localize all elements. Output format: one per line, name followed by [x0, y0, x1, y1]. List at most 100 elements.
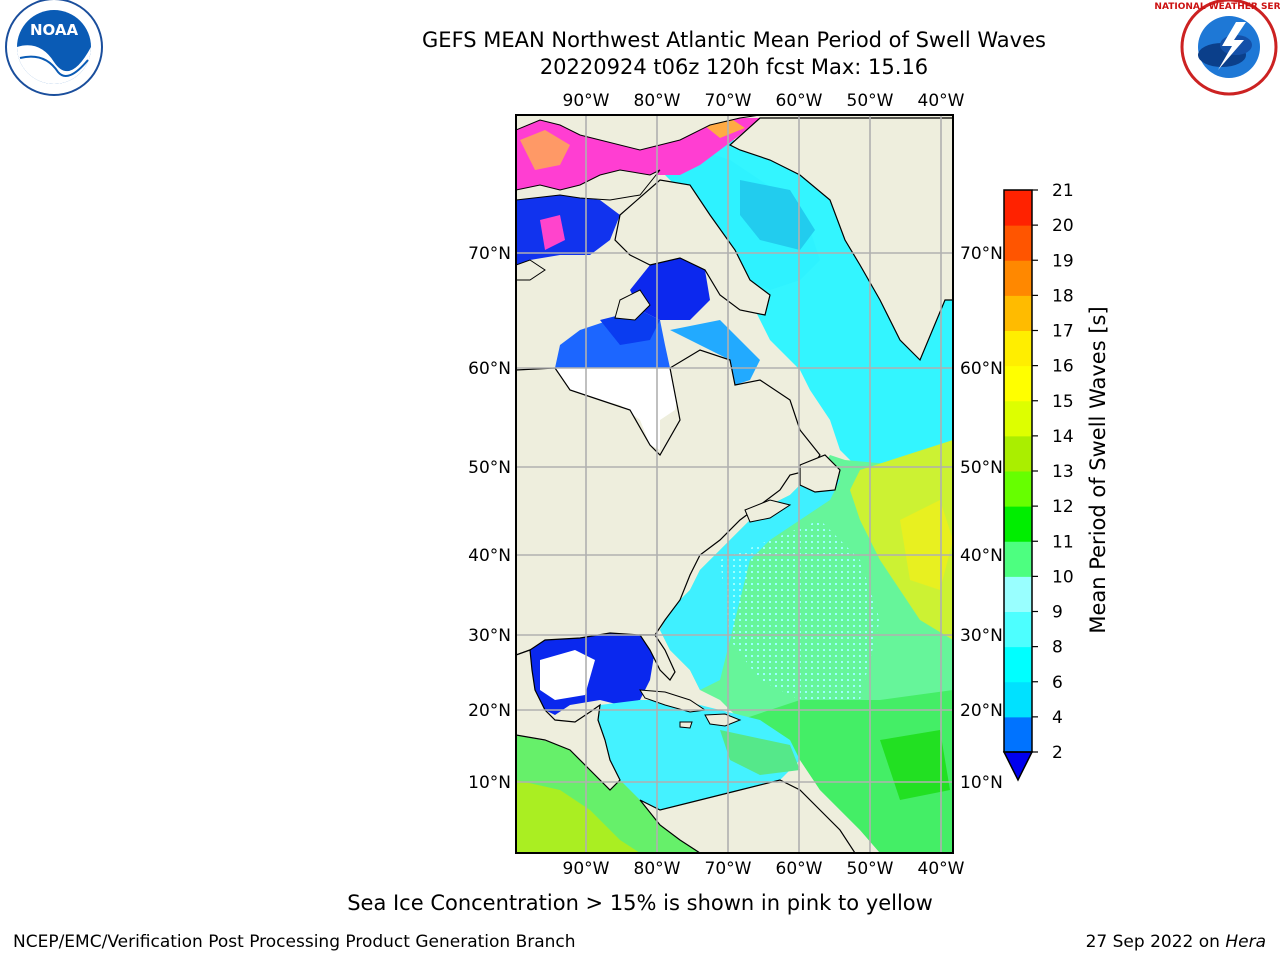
- colorbar-segment: [1004, 541, 1032, 577]
- noaa-logo-text: NOAA: [30, 21, 79, 39]
- ocean-east-high: [850, 440, 953, 640]
- lat-label-left: 70°N: [468, 244, 511, 264]
- lat-label-right: 70°N: [960, 244, 1003, 264]
- ocean-south: [740, 690, 953, 853]
- sea-ice-orange: [520, 130, 570, 170]
- land-southampton: [614, 289, 651, 321]
- colorbar-tick-label: 8: [1052, 638, 1063, 658]
- lon-label-bottom: 40°W: [918, 859, 965, 879]
- lat-label-right: 20°N: [960, 701, 1003, 721]
- lat-label-left: 20°N: [468, 701, 511, 721]
- ocean-east-peak: [900, 500, 953, 590]
- colorbar-segment: [1004, 365, 1032, 402]
- baffin-bay: [660, 150, 820, 290]
- colorbar-segment: [1004, 611, 1032, 648]
- nws-logo-text: NATIONAL WEATHER SERVICE: [1154, 2, 1280, 12]
- land-jamaica: [679, 721, 693, 729]
- colorbar-segment: [1004, 716, 1032, 753]
- arctic-channels: [516, 195, 620, 265]
- chart-subtitle: 20220924 t06z 120h fcst Max: 15.16: [539, 55, 929, 79]
- lat-label-right: 60°N: [960, 359, 1003, 379]
- land-central-america: [516, 649, 621, 791]
- colorbar-tick-label: 4: [1052, 708, 1063, 728]
- colorbar-segment: [1004, 681, 1032, 718]
- lat-label-left: 50°N: [468, 458, 511, 478]
- lon-label-top: 50°W: [847, 91, 894, 111]
- caribbean-east: [720, 730, 800, 775]
- colorbar-tick-label: 21: [1052, 181, 1074, 201]
- hudson-deep: [600, 310, 660, 345]
- colorbar-tick-label: 15: [1052, 392, 1074, 412]
- footer-host: Hera: [1225, 932, 1266, 952]
- colorbar-tick-label: 14: [1052, 427, 1074, 447]
- ocean-speckle: [720, 520, 880, 700]
- lon-label-bottom: 50°W: [847, 859, 894, 879]
- colorbar: 2 4 6 8 9 10 11 12 13 14 15 16 17 18 19 20 21: [1002, 181, 1074, 782]
- lon-label-bottom: 60°W: [776, 859, 823, 879]
- lon-label-bottom: 70°W: [705, 859, 752, 879]
- sea-ice: [516, 118, 760, 190]
- footer-credit: NCEP/EMC/Verification Post Processing Pr…: [13, 932, 576, 952]
- lat-labels-left: 70°N 60°N 50°N 40°N 30°N 20°N 10°N: [468, 244, 511, 793]
- colorbar-tick-label: 16: [1052, 357, 1074, 377]
- ocean-north: [610, 135, 953, 470]
- lon-label-top: 90°W: [563, 91, 610, 111]
- colorbar-tick-label: 9: [1052, 603, 1063, 623]
- colorbar-extend-triangle: [1002, 751, 1034, 782]
- lon-label-top: 70°W: [705, 91, 752, 111]
- lat-label-left: 10°N: [468, 773, 511, 793]
- colorbar-tick-label: 12: [1052, 497, 1074, 517]
- lat-labels-right: 70°N 60°N 50°N 40°N 30°N 20°N 10°N: [960, 244, 1003, 793]
- noaa-logo: NOAA: [5, 0, 103, 96]
- colorbar-segment: [1004, 471, 1032, 507]
- gulf-missing-data: [540, 650, 595, 700]
- colorbar-tick-label: 13: [1052, 462, 1074, 482]
- colorbar-tick-label: 6: [1052, 673, 1063, 693]
- map-border: [515, 114, 954, 854]
- land-arctic-island-3: [516, 259, 546, 281]
- colorbar-tick-label: 18: [1052, 286, 1074, 306]
- colorbar-segment: [1004, 646, 1032, 683]
- colorbar-segment: [1004, 576, 1032, 612]
- land-nova-scotia: [744, 499, 792, 523]
- colorbar-segment: [1004, 295, 1032, 331]
- colorbar-segment: [1004, 260, 1032, 296]
- colorbar-tick-label: 20: [1052, 216, 1074, 236]
- lat-label-right: 10°N: [960, 773, 1003, 793]
- nws-logo: NATIONAL WEATHER SERVICE: [1154, 0, 1280, 96]
- colorbar-tick-label: 17: [1052, 322, 1074, 342]
- chart-title: GEFS MEAN Northwest Atlantic Mean Period…: [422, 28, 1046, 52]
- lat-label-right: 40°N: [960, 546, 1003, 566]
- land-arctic-islands: [516, 115, 761, 151]
- colorbar-segment: [1004, 435, 1032, 472]
- colorbar-segment: [1004, 190, 1032, 226]
- colorbar-segment: [1004, 506, 1032, 542]
- footer-date: 27 Sep 2022 on Hera: [1086, 932, 1266, 952]
- land-arctic-island-2: [516, 169, 661, 201]
- colorbar-segment: [1004, 330, 1032, 367]
- land-baffin: [614, 179, 771, 316]
- lat-label-left: 30°N: [468, 626, 511, 646]
- gridlines: [516, 115, 953, 853]
- lon-labels-top: 90°W 80°W 70°W 60°W 50°W 40°W: [563, 91, 965, 111]
- land-south-america: [639, 779, 856, 853]
- lat-label-left: 60°N: [468, 359, 511, 379]
- lon-label-top: 60°W: [776, 91, 823, 111]
- pacific-corner-high: [516, 780, 640, 853]
- lon-label-top: 40°W: [918, 91, 965, 111]
- colorbar-label: Mean Period of Swell Waves [s]: [1086, 306, 1110, 633]
- lon-labels-bottom: 90°W 80°W 70°W 60°W 50°W 40°W: [563, 859, 965, 879]
- ice-note: Sea Ice Concentration > 15% is shown in …: [347, 891, 933, 915]
- map-area: [516, 115, 953, 853]
- lat-label-right: 50°N: [960, 458, 1003, 478]
- colorbar-tick-label: 2: [1052, 743, 1063, 763]
- colorbar-tick-label: 19: [1052, 251, 1074, 271]
- colorbar-segment: [1004, 400, 1032, 437]
- colorbar-tick-label: 11: [1052, 532, 1074, 552]
- land-hispaniola: [704, 713, 742, 727]
- lon-label-top: 80°W: [634, 91, 681, 111]
- sea-ice-channel: [540, 215, 565, 250]
- footer-date-text: 27 Sep 2022 on: [1085, 932, 1226, 952]
- colorbar-tick-label: 10: [1052, 567, 1074, 587]
